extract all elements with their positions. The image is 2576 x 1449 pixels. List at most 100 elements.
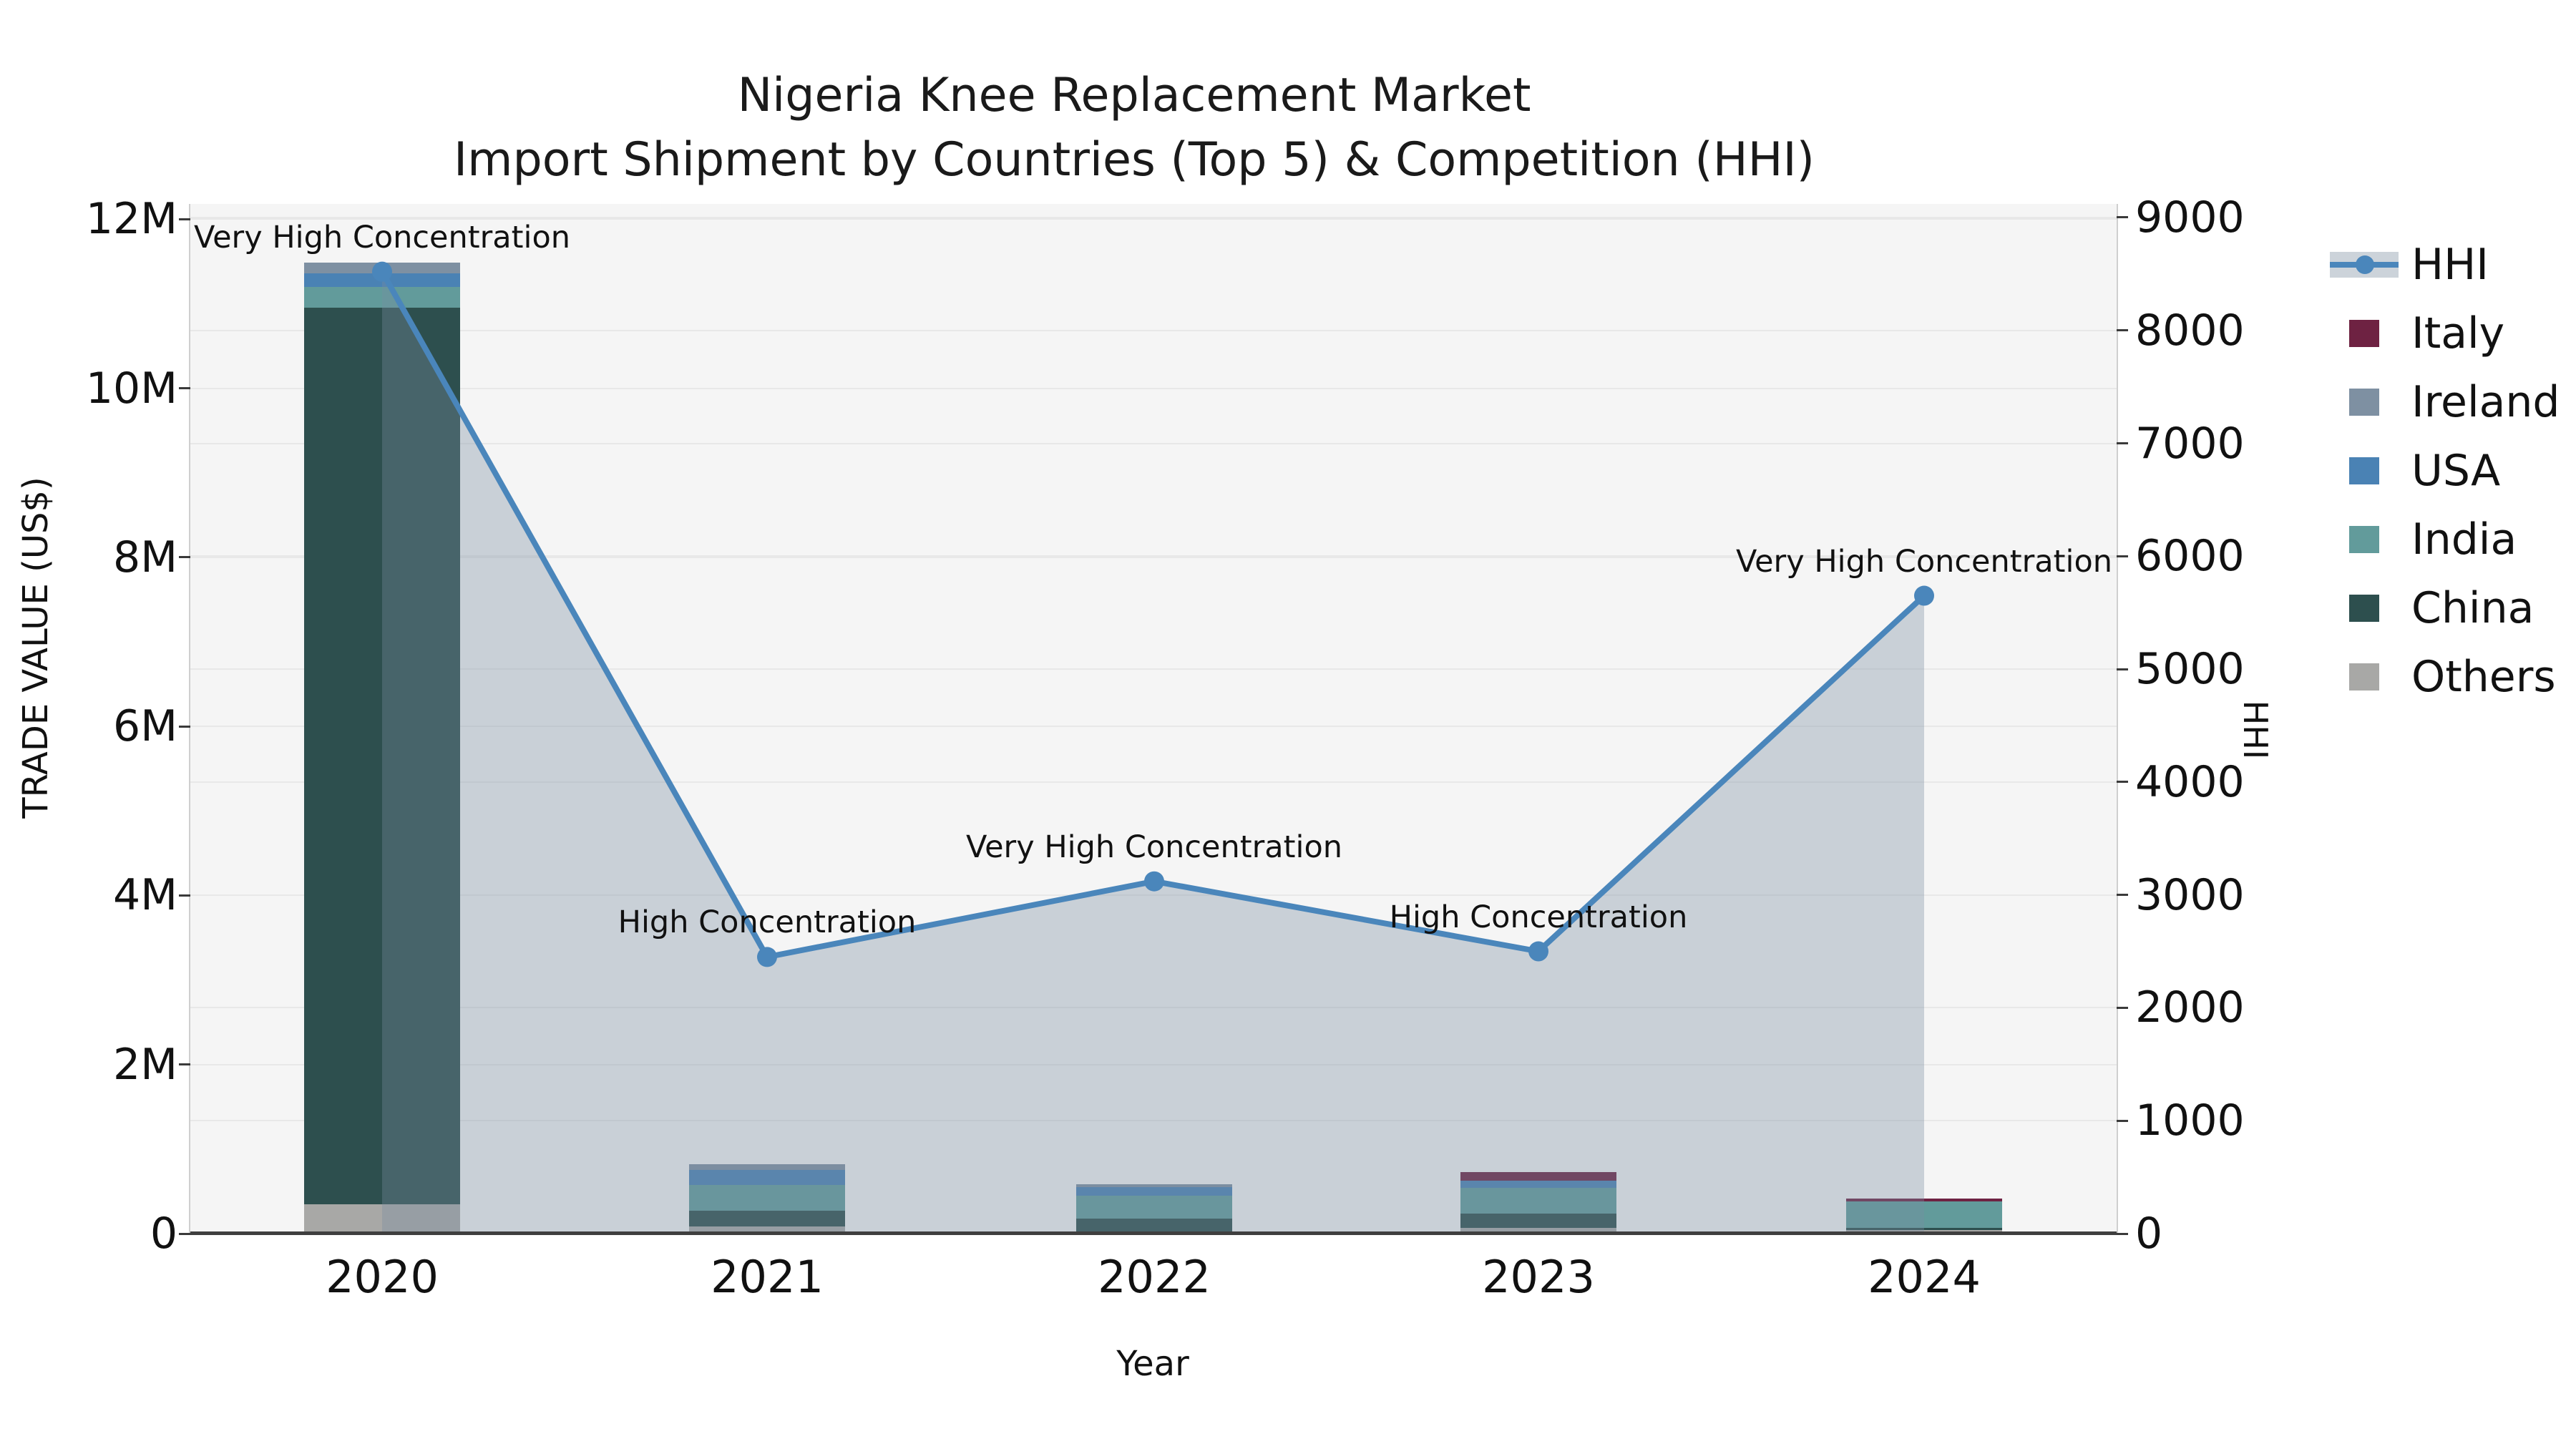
gridline-right-axis	[190, 668, 2117, 670]
hhi-annotation-2022: Very High Concentration	[965, 829, 1343, 865]
bar-segment-china-2022	[1076, 1219, 1232, 1231]
gridline-left-axis	[190, 894, 2117, 897]
bar-segment-india-2022	[1076, 1195, 1232, 1219]
legend-item-others: Others	[2330, 648, 2556, 706]
legend-swatch-ireland	[2330, 374, 2399, 431]
legend-item-italy: Italy	[2330, 305, 2504, 362]
legend-color-square-italy	[2349, 320, 2379, 347]
hhi-marker-2024	[1914, 585, 1934, 606]
legend-label-china: China	[2411, 583, 2534, 633]
gridline-right-axis	[190, 1007, 2117, 1009]
y-left-tick-mark	[179, 894, 190, 897]
y-left-tick-label: 0	[150, 1209, 177, 1259]
y-right-tick-label: 1000	[2135, 1096, 2245, 1146]
y-left-tick-label: 12M	[85, 194, 177, 245]
legend-color-square-usa	[2349, 457, 2379, 484]
y-left-tick-label: 4M	[113, 870, 177, 921]
y-right-tick-label: 8000	[2135, 305, 2245, 356]
hhi-marker-2020	[372, 261, 392, 282]
gridline-right-axis	[190, 216, 2117, 218]
gridline-right-axis	[190, 1120, 2117, 1122]
legend-swatch-china	[2330, 580, 2399, 637]
bar-segment-india-2023	[1460, 1188, 1616, 1214]
legend-label-ireland: Ireland	[2411, 377, 2560, 427]
bar-segment-china-2024	[1846, 1228, 2002, 1231]
bar-segment-india-2021	[689, 1184, 845, 1211]
y-left-tick-label: 2M	[113, 1039, 177, 1090]
y-right-tick-mark	[2117, 1232, 2128, 1235]
y-right-axis-title: HHI	[2236, 700, 2275, 760]
y-right-tick-mark	[2117, 216, 2128, 219]
gridline-left-axis	[190, 218, 2117, 220]
legend-label-italy: Italy	[2411, 308, 2505, 358]
hhi-annotation-2023: High Concentration	[1389, 899, 1688, 935]
legend-color-square-china	[2349, 595, 2379, 622]
hhi-line-layer	[372, 261, 1934, 1234]
x-axis-title: Year	[1116, 1344, 1189, 1384]
y-right-tick-mark	[2117, 894, 2128, 897]
chart-title-line1: Nigeria Knee Replacement Market	[737, 69, 1531, 122]
y-right-tick-mark	[2117, 329, 2128, 332]
y-left-tick-label: 8M	[113, 532, 177, 582]
gridline-left-axis	[190, 387, 2117, 389]
gridline-right-axis	[190, 555, 2117, 557]
y-right-tick-label: 4000	[2135, 756, 2245, 807]
x-tick-label-2021: 2021	[711, 1251, 824, 1303]
legend-label-india: India	[2411, 514, 2517, 565]
legend-label-usa: USA	[2411, 446, 2501, 496]
legend-swatch-usa	[2330, 442, 2399, 499]
hhi-area-swatch	[2330, 252, 2399, 278]
hhi-annotation-2024: Very High Concentration	[1735, 543, 2113, 580]
legend-item-hhi: HHI	[2330, 236, 2489, 293]
bar-segment-usa-2022	[1076, 1187, 1232, 1196]
legend-color-square-india	[2349, 526, 2379, 553]
hhi-marker-2023	[1528, 941, 1548, 962]
bar-segment-india-2024	[1846, 1201, 2002, 1228]
legend-swatch-india	[2330, 511, 2399, 568]
y-right-tick-mark	[2117, 442, 2128, 444]
bar-segment-ireland-2021	[689, 1163, 845, 1170]
bar-segment-others-2023	[1460, 1227, 1616, 1234]
gridline-left-axis	[190, 1063, 2117, 1065]
y-right-tick-label: 5000	[2135, 644, 2245, 695]
bar-segment-italy-2023	[1460, 1172, 1616, 1181]
y-left-tick-mark	[179, 1232, 190, 1235]
x-tick-label-2022: 2022	[1098, 1251, 1211, 1303]
bar-segment-usa-2021	[689, 1169, 845, 1185]
hhi-marker-2021	[757, 947, 777, 967]
y-left-tick-label: 6M	[113, 701, 177, 752]
legend-item-ireland: Ireland	[2330, 374, 2560, 431]
legend-item-india: India	[2330, 511, 2517, 568]
bar-segment-others-2020	[304, 1204, 460, 1234]
legend-item-china: China	[2330, 580, 2534, 637]
y-left-axis-title: TRADE VALUE (US$)	[16, 477, 56, 819]
hhi-annotation-2020: Very High Concentration	[193, 219, 571, 255]
y-right-tick-mark	[2117, 668, 2128, 670]
x-tick-label-2024: 2024	[1868, 1251, 1981, 1303]
y-right-tick-label: 7000	[2135, 418, 2245, 469]
hhi-area-fill	[382, 271, 1924, 1234]
y-right-tick-label: 6000	[2135, 531, 2245, 582]
y-left-tick-mark	[179, 387, 190, 390]
y-right-tick-label: 3000	[2135, 869, 2245, 920]
y-right-tick-mark	[2117, 1119, 2128, 1122]
y-left-tick-mark	[179, 556, 190, 559]
bar-segment-italy-2024	[1846, 1198, 2002, 1201]
bar-segment-china-2023	[1460, 1213, 1616, 1228]
gridline-right-axis	[190, 781, 2117, 783]
bar-segment-india-2020	[304, 286, 460, 308]
plot-area: Very High Concentration High Concentratio…	[190, 204, 2117, 1234]
bar-segment-usa-2023	[1460, 1180, 1616, 1189]
legend-item-usa: USA	[2330, 442, 2500, 499]
legend-swatch-others	[2330, 648, 2399, 706]
legend-swatch-hhi	[2330, 236, 2399, 293]
chart-title-line2: Import Shipment by Countries (Top 5) & C…	[453, 133, 1815, 187]
y-left-tick-mark	[179, 1063, 190, 1066]
y-left-tick-label: 10M	[85, 363, 177, 414]
y-right-tick-label: 2000	[2135, 982, 2245, 1033]
gridline-left-axis	[190, 726, 2117, 728]
y-left-tick-mark	[179, 218, 190, 220]
bar-segment-china-2020	[304, 308, 460, 1204]
hhi-marker-swatch	[2356, 255, 2374, 274]
y-right-tick-mark	[2117, 1006, 2128, 1009]
